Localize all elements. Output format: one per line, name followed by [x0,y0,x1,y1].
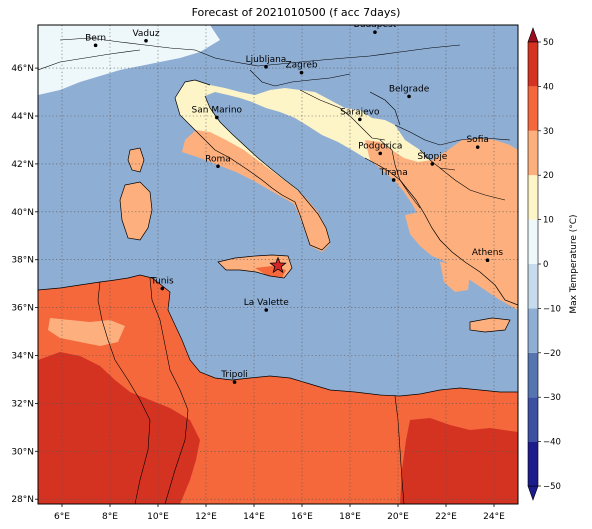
island-corsica [128,148,144,172]
city-dot [407,94,411,99]
lat-tick-label: 46°N [11,64,34,74]
colorbar-segment [528,441,538,486]
coastlines [38,79,518,397]
city-label: Ljubljana [246,55,287,65]
colorbar-segment [528,86,538,131]
city-dot [264,65,268,69]
city-dot [264,308,269,312]
colorbar-tick-label: −30 [543,393,561,403]
colorbar-segment [528,308,538,353]
map-axes: 6°E 8°E 10°E 12°E 14°E 16°E 18°E 20°E 22°E 24°E 28… [11,64,505,522]
city-label: Budapest [354,20,397,30]
city-label: Roma [205,154,231,164]
colorbar-segment [528,42,538,87]
city-label: Bern [85,33,106,43]
lat-tick-label: 38°N [11,256,34,266]
lat-tick-label: 30°N [11,447,34,457]
colorbar-tick-label: 20 [543,171,554,181]
land-greece [405,212,518,310]
lat-tick-label: 32°N [11,399,34,409]
colorbar-tick-label: 40 [543,82,554,92]
city-label: Zagreb [285,61,317,71]
alpine-cold-zone [38,25,220,95]
graticule [38,25,518,504]
city-dot [93,43,98,48]
city-dot [215,115,219,120]
city-label: Athens [472,248,503,258]
city-dot [358,117,362,122]
colorbar-label: Max Temperature (°C) [569,214,579,313]
colorbar-extend-max [527,27,539,43]
colorbar-segment [528,219,538,264]
city-label: San Marino [192,105,243,115]
star-marker [269,256,287,274]
city-label: Skopje [417,152,447,162]
north-africa-hot-zone-east [400,418,518,504]
city-dot [485,258,490,262]
colorbar-segment [528,397,538,442]
city-dot [232,380,237,384]
city-dot [378,151,383,156]
map-frame [37,24,519,505]
city-label: Sofia [466,135,488,145]
north-africa-warm-patch [48,318,125,346]
city-label: Belgrade [389,84,430,94]
city-dot [144,39,148,43]
colorbar-segment [528,352,538,398]
land-peloponnese [440,262,470,292]
city-dot [216,164,220,169]
lon-tick-label: 14°E [243,512,265,522]
city-label: Podgorica [358,141,402,151]
country-borders [38,37,511,504]
lat-tick-label: 42°N [11,160,34,170]
lon-tick-label: 22°E [435,512,457,522]
lon-tick-label: 18°E [339,512,361,522]
lat-tick-label: 28°N [11,495,34,505]
colorbar-tick-label: −10 [543,304,561,314]
figure-title: Forecast of 2021010500 (f acc 7days) [191,6,401,19]
colorbar-tick-label: 50 [543,38,554,48]
north-africa-hot-zone [38,352,200,504]
colorbar-segment [528,130,538,176]
colorbar-extend-min [527,485,539,501]
city-dot [430,162,435,166]
lon-tick-label: 6°E [54,512,70,522]
island-crete [470,318,510,332]
lat-tick-label: 40°N [11,208,34,218]
lon-tick-label: 20°E [387,512,409,522]
colorbar-tick-label: 10 [543,216,554,226]
colorbar: −50 −40 −30 −20 −10 0 10 20 30 40 50 Max Temperatur… [527,27,579,501]
colorbar-tick-label: 30 [543,127,554,137]
city-dot [160,286,165,291]
colorbar-tick-label: −40 [543,438,561,448]
lon-tick-label: 10°E [147,512,169,522]
city-dot [299,70,304,75]
colorbar-tick-label: −50 [543,482,561,492]
colorbar-segment [528,264,538,309]
city-label: Sarajevo [340,107,380,117]
city-dot [373,30,377,34]
colorbar-tick-label: 0 [543,260,548,270]
warm-zone-italy [182,130,330,252]
lon-tick-label: 8°E [102,512,118,522]
colorbar-segment [528,175,538,220]
island-sardinia [120,182,152,240]
city-dot [475,145,480,149]
lon-tick-label: 16°E [291,512,313,522]
lon-tick-label: 12°E [195,512,217,522]
city-label: La Valette [244,298,289,308]
city-label: Tunis [150,276,174,286]
city-label: Tripoli [220,370,248,380]
city-dot [391,178,396,182]
lat-tick-label: 36°N [11,304,34,314]
colorbar-tick-label: −20 [543,349,561,359]
lat-tick-label: 34°N [11,352,34,362]
lat-tick-label: 44°N [11,112,34,122]
lon-tick-label: 24°E [483,512,505,522]
city-label: Tirana [379,168,408,178]
city-label: Vaduz [132,29,159,39]
